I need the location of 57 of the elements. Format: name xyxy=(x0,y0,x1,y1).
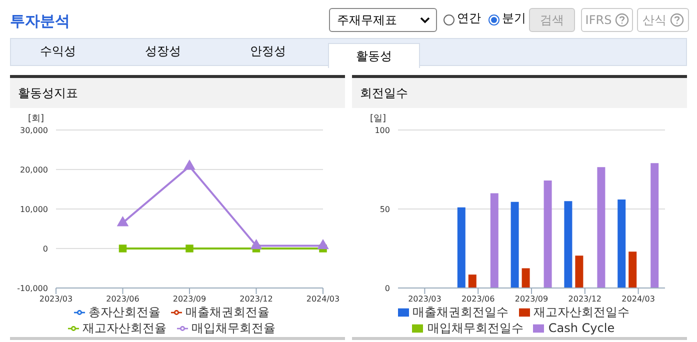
y-axis-title: [일] xyxy=(370,113,386,125)
point xyxy=(116,216,129,226)
legend-label: 재고자산회전율 xyxy=(82,321,166,335)
legend-label: Cash Cycle xyxy=(548,321,615,335)
y-axis-title: [회] xyxy=(28,113,44,125)
bar xyxy=(575,256,584,288)
bar xyxy=(510,202,519,288)
x-tick-label: 2023/12 xyxy=(240,294,273,304)
chart-title: 활동성지표 xyxy=(10,78,345,108)
chart-title: 회전일수 xyxy=(352,78,687,108)
text: 활동성 xyxy=(328,43,420,68)
point xyxy=(118,244,127,252)
legend-label: 매입채무회전율 xyxy=(192,321,276,335)
legend-label: 매출채권회전일수 xyxy=(412,305,508,319)
bar xyxy=(628,252,637,288)
y-tick-label: 0 xyxy=(42,244,48,254)
text: 수익성 xyxy=(39,43,77,60)
y-tick-label: 0 xyxy=(384,284,390,293)
y-tick-label: -10,000 xyxy=(17,284,48,293)
text: 연간 xyxy=(457,10,481,27)
x-tick-label: 2024/03 xyxy=(306,294,340,304)
y-tick-label: 30,000 xyxy=(20,126,48,135)
x-tick-label: 2023/03 xyxy=(39,294,73,304)
bar xyxy=(468,274,476,288)
bar xyxy=(650,163,659,288)
x-tick-label: 2023/03 xyxy=(408,294,442,304)
legend-label: 재고자산회전일수 xyxy=(534,305,630,319)
legend-label: 매입채무회전일수 xyxy=(427,321,524,335)
text: 성장성 xyxy=(144,43,182,60)
text: 분기 xyxy=(502,10,526,27)
legend-label: 매출채권회전율 xyxy=(186,305,270,319)
point xyxy=(186,244,194,252)
x-tick-label: 2024/03 xyxy=(622,294,655,304)
text: 안정성 xyxy=(249,43,287,60)
bar xyxy=(597,167,606,288)
x-tick-label: 2023/09 xyxy=(514,294,548,304)
y-tick-label: 10,000 xyxy=(20,204,48,214)
text: IFRS xyxy=(585,13,612,27)
y-tick-label: 50 xyxy=(380,204,390,214)
x-tick-label: 2023/06 xyxy=(106,294,140,304)
bar xyxy=(457,207,466,288)
bar xyxy=(564,201,572,288)
text: 투자분석 xyxy=(10,12,70,31)
bar xyxy=(618,200,626,288)
x-tick-label: 2023/06 xyxy=(461,294,495,304)
bar xyxy=(490,193,498,288)
x-tick-label: 2023/09 xyxy=(172,294,206,304)
bar xyxy=(544,180,552,288)
text: 검색 xyxy=(529,8,575,32)
point xyxy=(184,160,196,170)
text: 산식 xyxy=(642,12,666,28)
legend-label: 총자산회전율 xyxy=(88,305,160,319)
x-tick-label: 2023/12 xyxy=(568,294,602,304)
text: 주재무제표 xyxy=(337,12,397,28)
y-tick-label: 20,000 xyxy=(20,165,48,174)
y-tick-label: 100 xyxy=(374,126,390,135)
bar xyxy=(522,268,530,288)
